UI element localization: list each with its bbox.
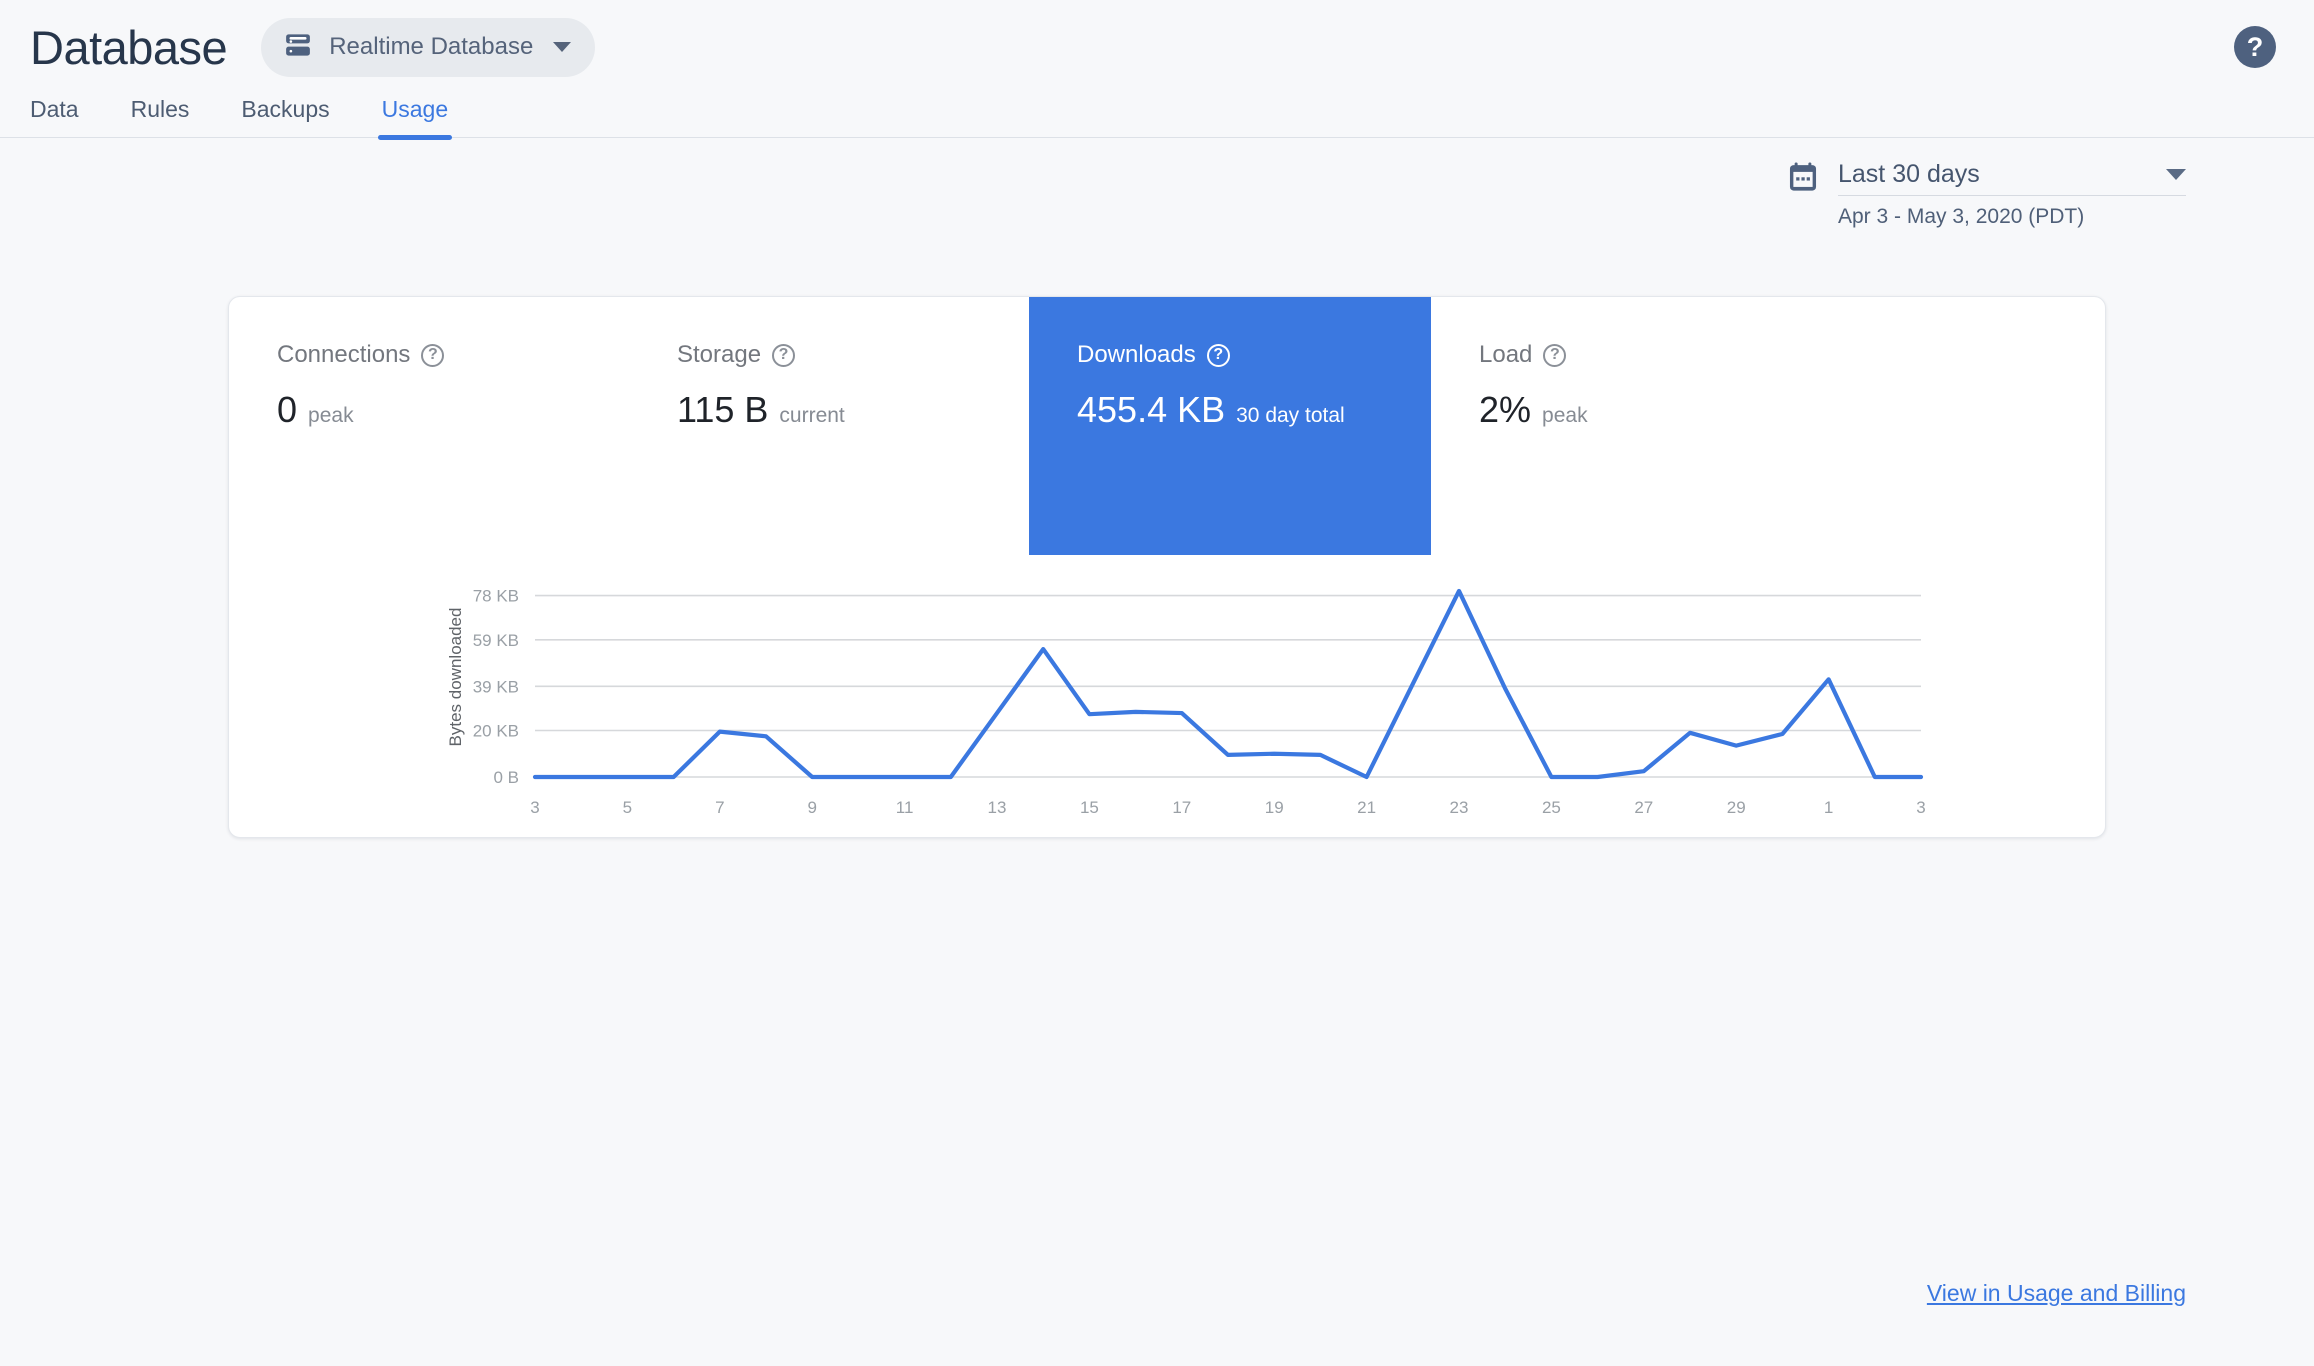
y-tick-label: 78 KB — [473, 587, 519, 606]
database-icon — [283, 30, 313, 65]
app-header: Database Realtime Database ? — [0, 0, 2314, 77]
metric-header: Load ? — [1479, 341, 1831, 369]
tab-backups[interactable]: Backups — [241, 96, 330, 122]
chart-line-bytes-downloaded[interactable] — [532, 588, 1924, 780]
metric-unit: peak — [308, 404, 354, 427]
help-icon[interactable]: ? — [2234, 26, 2276, 68]
metric-header: Connections ? — [277, 341, 629, 369]
x-tick-label: 19 — [1265, 798, 1284, 817]
metric-label: Load — [1479, 341, 1533, 368]
x-tick-label: 23 — [1450, 798, 1469, 817]
help-circle-icon[interactable]: ? — [1543, 343, 1567, 367]
date-range-text: Last 30 days Apr 3 - May 3, 2020 (PDT) — [1838, 160, 2186, 229]
metric-header: Downloads ? — [1077, 341, 1431, 369]
metric-value: 115 B — [677, 389, 769, 430]
page-title: Database — [30, 20, 228, 74]
x-tick-label: 1 — [1824, 798, 1833, 817]
tab-usage[interactable]: Usage — [377, 96, 453, 140]
x-tick-label: 17 — [1172, 798, 1191, 817]
x-tick-label: 3 — [530, 798, 539, 817]
metric-unit: current — [779, 404, 845, 427]
x-tick-label: 7 — [715, 798, 724, 817]
date-range-picker[interactable]: Last 30 days Apr 3 - May 3, 2020 (PDT) — [1786, 160, 2186, 229]
x-tick-label: 25 — [1542, 798, 1561, 817]
chevron-down-icon — [2166, 169, 2186, 180]
date-range-label: Last 30 days — [1838, 160, 1980, 188]
x-tick-label: 21 — [1357, 798, 1376, 817]
y-axis-title: Bytes downloaded — [446, 608, 465, 747]
help-circle-icon[interactable]: ? — [1206, 343, 1230, 367]
metric-value: 455.4 KB — [1077, 389, 1226, 430]
metric-label: Downloads — [1077, 341, 1196, 368]
metric-tile-load[interactable]: Load ? 2% peak — [1431, 297, 1831, 555]
chart-canvas: Bytes downloaded 0 B 20 KB 39 KB 59 KB 78 KB 3… — [446, 587, 1926, 817]
x-tick-label: 27 — [1634, 798, 1653, 817]
x-tick-label: 9 — [807, 798, 816, 817]
metric-tile-downloads[interactable]: Downloads ? 455.4 KB 30 day total — [1029, 297, 1431, 555]
metric-unit: peak — [1542, 404, 1588, 427]
metric-tile-storage[interactable]: Storage ? 115 B current — [629, 297, 1029, 555]
date-range-top-row: Last 30 days — [1838, 160, 2186, 196]
help-circle-icon[interactable]: ? — [421, 343, 445, 367]
y-tick-label: 0 B — [493, 768, 519, 787]
metric-label: Storage — [677, 341, 762, 368]
metric-value-row: 115 B current — [677, 389, 1029, 431]
x-tick-label: 15 — [1080, 798, 1099, 817]
metric-value-row: 0 peak — [277, 389, 629, 431]
metric-value-row: 455.4 KB 30 day total — [1077, 389, 1431, 431]
downloads-chart: Bytes downloaded 0 B 20 KB 39 KB 59 KB 78 KB 3… — [229, 555, 2105, 837]
tab-data[interactable]: Data — [30, 96, 79, 122]
help-glyph: ? — [2246, 31, 2264, 62]
metric-tile-connections[interactable]: Connections ? 0 peak — [229, 297, 629, 555]
y-tick-label: 20 KB — [473, 721, 519, 740]
y-tick-label: 59 KB — [473, 631, 519, 650]
metric-value: 2% — [1479, 389, 1532, 430]
metric-value-row: 2% peak — [1479, 389, 1831, 431]
usage-card: Connections ? 0 peak Storage ? 115 B cur… — [228, 296, 2106, 838]
date-range-bar: Last 30 days Apr 3 - May 3, 2020 (PDT) — [0, 138, 2314, 229]
view-in-usage-and-billing-link[interactable]: View in Usage and Billing — [1926, 1280, 2186, 1306]
metric-value: 0 — [277, 389, 298, 430]
chevron-down-icon — [553, 42, 572, 52]
y-tick-label: 39 KB — [473, 677, 519, 696]
footer-links: View in Usage and Billing — [0, 1280, 2314, 1307]
tab-rules[interactable]: Rules — [130, 96, 190, 122]
metric-tiles: Connections ? 0 peak Storage ? 115 B cur… — [229, 297, 2105, 555]
metric-header: Storage ? — [677, 341, 1029, 369]
x-tick-label: 3 — [1916, 798, 1925, 817]
date-range-subtitle: Apr 3 - May 3, 2020 (PDT) — [1838, 205, 2085, 228]
help-circle-icon[interactable]: ? — [772, 343, 796, 367]
metric-label: Connections — [277, 341, 411, 368]
x-tick-label: 5 — [623, 798, 632, 817]
metric-unit: 30 day total — [1236, 404, 1345, 427]
tab-bar: Data Rules Backups Usage — [0, 76, 2314, 140]
x-tick-label: 13 — [988, 798, 1007, 817]
product-selector-chip[interactable]: Realtime Database — [261, 17, 596, 77]
calendar-icon — [1786, 160, 1820, 199]
product-chip-label: Realtime Database — [329, 33, 534, 60]
x-tick-label: 11 — [896, 798, 914, 817]
x-tick-label: 29 — [1727, 798, 1746, 817]
